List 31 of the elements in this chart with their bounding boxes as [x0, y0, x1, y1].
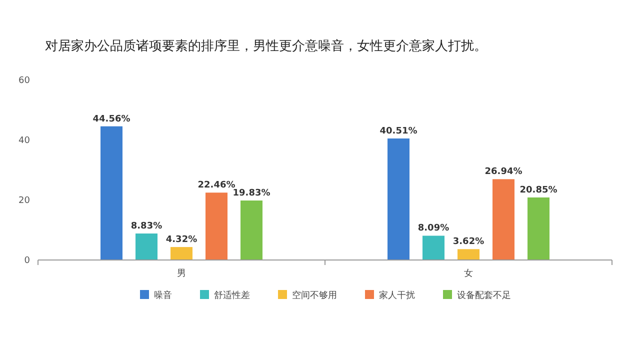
bar: [422, 236, 444, 260]
legend-label: 空间不够用: [292, 290, 337, 301]
bar: [206, 192, 228, 260]
data-label: 4.32%: [166, 235, 198, 246]
data-label: 19.83%: [232, 188, 270, 199]
y-tick-label: 20: [18, 196, 30, 206]
y-tick-label: 40: [18, 136, 30, 146]
bar: [492, 179, 514, 260]
bar: [388, 138, 410, 260]
data-label: 20.85%: [520, 185, 558, 196]
data-label: 8.83%: [130, 222, 162, 232]
bar: [170, 247, 192, 260]
legend-label: 家人干扰: [379, 290, 415, 301]
data-label: 26.94%: [484, 167, 522, 178]
legend-label: 舒适性差: [214, 290, 250, 301]
data-label: 44.56%: [92, 114, 130, 124]
chart-title: 对居家办公品质诸项要素的排序里，男性更介意噪音，女性更介意家人打扰。: [45, 38, 487, 54]
data-label: 3.62%: [452, 237, 484, 248]
bar: [528, 197, 550, 260]
x-tick-label: 女: [464, 268, 473, 279]
bar: [136, 234, 158, 260]
y-tick-label: 60: [18, 76, 30, 86]
bar: [100, 126, 122, 260]
bar: [458, 249, 480, 260]
legend-label: 噪音: [154, 290, 172, 301]
y-tick-label: 0: [24, 256, 30, 266]
bar: [240, 200, 262, 260]
x-tick-label: 男: [177, 268, 186, 279]
legend-label: 设备配套不足: [457, 290, 511, 301]
data-label: 8.09%: [418, 224, 450, 234]
data-label: 40.51%: [380, 126, 418, 136]
